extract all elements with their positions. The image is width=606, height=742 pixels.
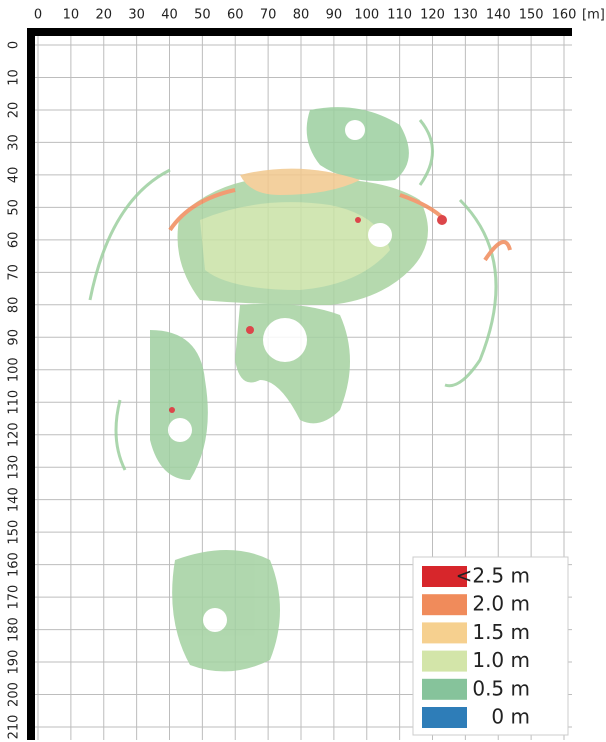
x-tick-label: 0 xyxy=(34,8,42,23)
y-tick-label: 10 xyxy=(7,69,22,86)
x-tick-label: 80 xyxy=(293,8,310,23)
legend-label: 0 m xyxy=(491,705,530,729)
x-tick-label: 10 xyxy=(63,8,80,23)
terrain-spot xyxy=(246,326,254,334)
x-tick-label: 70 xyxy=(260,8,277,23)
y-tick-label: 130 xyxy=(7,455,22,480)
y-tick-label: 120 xyxy=(7,422,22,447)
y-tick-label: 170 xyxy=(7,585,22,610)
x-tick-label: 100 xyxy=(354,8,379,23)
y-tick-label: 200 xyxy=(7,682,22,707)
x-tick-label: 160 xyxy=(552,8,577,23)
x-tick-label: 30 xyxy=(128,8,145,23)
terrain-spot xyxy=(355,217,361,223)
y-tick-label: 140 xyxy=(7,487,22,512)
legend-label: 1.5 m xyxy=(472,620,530,644)
terrain-gap xyxy=(168,418,192,442)
x-tick-label: 150 xyxy=(519,8,544,23)
legend-swatch xyxy=(422,622,467,643)
y-tick-label: 60 xyxy=(7,232,22,249)
x-unit: [m] xyxy=(582,8,605,23)
y-tick-label: 150 xyxy=(7,520,22,545)
page: {"x_axis": {"lim": [0, 160], "ticks": [0… xyxy=(0,0,606,742)
y-tick-label: 40 xyxy=(7,167,22,184)
y-tick-label: 210 xyxy=(7,715,22,740)
x-tick-label: 110 xyxy=(387,8,412,23)
terrain-patch xyxy=(172,550,280,671)
y-tick-label: 80 xyxy=(7,297,22,314)
x-tick-label: 140 xyxy=(486,8,511,23)
y-tick-label: 110 xyxy=(7,390,22,415)
legend-label: <2.5 m xyxy=(456,564,530,588)
terrain-gap xyxy=(203,608,227,632)
x-tick-label: 130 xyxy=(453,8,478,23)
y-tick-label: 20 xyxy=(7,102,22,119)
left-frame xyxy=(27,28,35,740)
y-tick-label: 30 xyxy=(7,134,22,151)
x-tick-label: 120 xyxy=(420,8,445,23)
y-tick-label: 180 xyxy=(7,617,22,642)
terrain-spot xyxy=(169,407,175,413)
terrain-patch xyxy=(307,107,409,181)
x-tick-label: 50 xyxy=(194,8,211,23)
x-tick-label: 60 xyxy=(227,8,244,23)
legend-swatch xyxy=(422,651,467,672)
y-tick-label: 0 xyxy=(7,41,22,49)
y-tick-label: 100 xyxy=(7,357,22,382)
terrain-gap xyxy=(368,223,392,247)
legend-label: 2.0 m xyxy=(472,592,530,616)
terrain-spot xyxy=(437,215,447,225)
y-tick-label: 90 xyxy=(7,329,22,346)
x-tick-label: 40 xyxy=(161,8,178,23)
legend-swatch xyxy=(422,594,467,615)
top-frame xyxy=(35,28,572,36)
terrain-gap xyxy=(263,318,307,362)
legend-label: 0.5 m xyxy=(472,676,530,700)
terrain-patch xyxy=(150,330,208,480)
legend-swatch xyxy=(422,679,467,700)
y-tick-label: 190 xyxy=(7,650,22,675)
x-tick-label: 20 xyxy=(95,8,112,23)
y-tick-label: 50 xyxy=(7,199,22,216)
map: 0102030405060708090100110120130140150160… xyxy=(0,0,606,742)
y-tick-label: 70 xyxy=(7,264,22,281)
y-tick-label: 160 xyxy=(7,552,22,577)
legend-swatch xyxy=(422,707,467,728)
x-tick-label: 90 xyxy=(326,8,343,23)
legend-label: 1.0 m xyxy=(472,648,530,672)
terrain-gap xyxy=(345,120,365,140)
